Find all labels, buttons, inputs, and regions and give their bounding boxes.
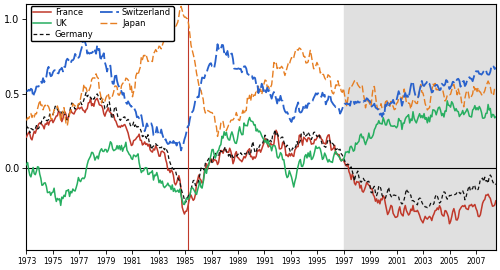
Bar (344, 4, 496, 250)
Legend: France, UK, Germany, Switzerland, Japan: France, UK, Germany, Switzerland, Japan (30, 6, 174, 41)
